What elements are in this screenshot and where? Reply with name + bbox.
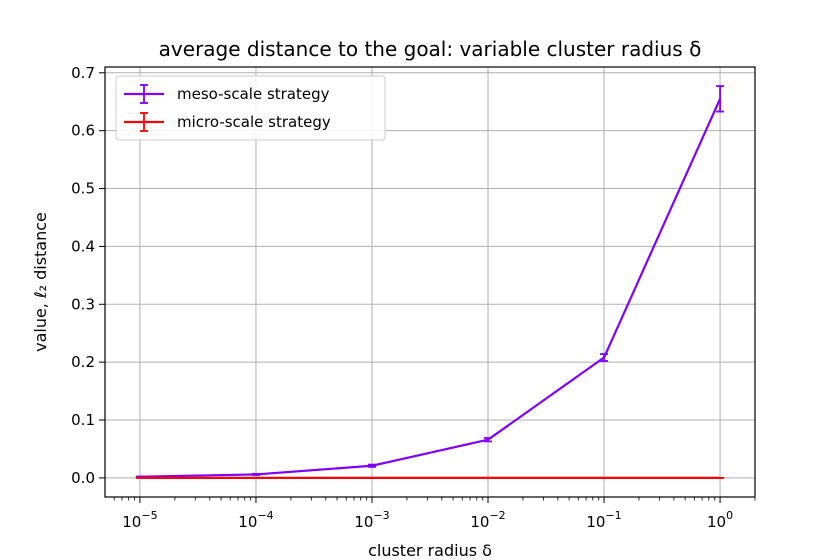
x-tick-base: 10 [470, 513, 489, 531]
legend: meso-scale strategy micro-scale strategy [115, 75, 386, 141]
y-tick-label: 0.7 [71, 64, 95, 82]
y-tick-label: 0.1 [71, 411, 95, 429]
x-tick-exponent: 0 [726, 509, 733, 522]
y-tick-label: 0.0 [71, 469, 95, 487]
legend-label: micro-scale strategy [177, 113, 331, 131]
x-tick-label: 10−1 [586, 509, 621, 531]
x-tick-exponent: −2 [489, 509, 505, 522]
y-tick-label: 0.6 [71, 122, 95, 140]
plot-frame [104, 66, 756, 498]
x-axis-label: cluster radius δ [368, 541, 492, 560]
x-tick-base: 10 [354, 513, 373, 531]
y-tick-label: 0.4 [71, 237, 95, 255]
x-tick-label: 10−5 [122, 509, 157, 531]
legend-box [115, 75, 386, 141]
x-tick-base: 10 [122, 513, 141, 531]
series-line-0 [139, 98, 722, 478]
y-tick-label: 0.3 [71, 295, 95, 313]
series-layer [135, 85, 725, 479]
x-tick-exponent: −1 [605, 509, 621, 522]
x-tick-label: 10−4 [238, 509, 273, 531]
x-tick-exponent: −5 [141, 509, 157, 522]
x-tick-label: 10−3 [354, 509, 389, 531]
x-tick-base: 10 [707, 513, 726, 531]
x-tick-base: 10 [238, 513, 257, 531]
y-tick-label: 0.2 [71, 353, 95, 371]
ticks: 0.00.10.20.30.40.50.60.710−5 10−4 10−3 10−2… [71, 64, 756, 531]
x-tick-exponent: −3 [373, 509, 389, 522]
chart-title: average distance to the goal: variable c… [159, 37, 702, 61]
y-axis-label: value, ℓ₂ distance [31, 212, 50, 352]
y-tick-label: 0.5 [71, 180, 95, 198]
x-tick-exponent: −4 [257, 509, 273, 522]
x-tick-label: 100 [707, 509, 733, 531]
legend-label: meso-scale strategy [177, 85, 330, 103]
x-tick-base: 10 [586, 513, 605, 531]
x-tick-label: 10−2 [470, 509, 505, 531]
